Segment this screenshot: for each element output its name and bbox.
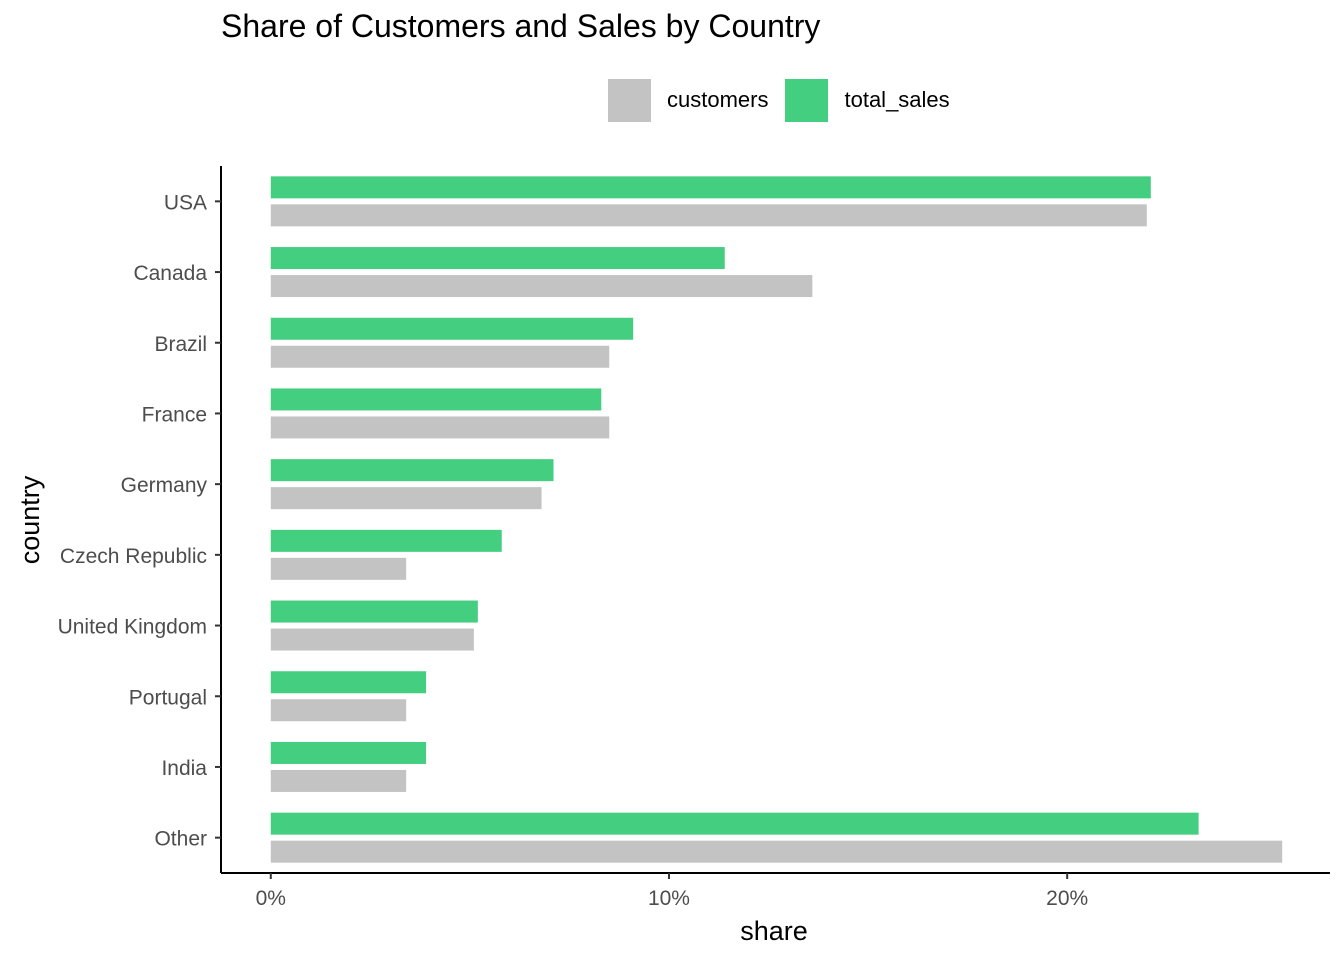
bar-total-sales	[270, 176, 1151, 199]
bar-total-sales	[270, 247, 725, 270]
legend-item-customers: customers	[608, 78, 769, 122]
bars	[270, 176, 1283, 863]
bar-customers	[270, 840, 1283, 863]
x-tick-label: 20%	[1046, 887, 1088, 910]
axes: 0% 10% 20% USA Canada Brazil France Germany Czec…	[58, 166, 1330, 910]
bar-total-sales	[270, 529, 502, 552]
y-tick-label: United Kingdom	[58, 616, 207, 639]
bar-customers	[270, 416, 610, 439]
y-tick-label: Portugal	[129, 686, 207, 709]
legend-swatch-total-sales	[785, 78, 829, 122]
x-axis-title: share	[740, 916, 808, 946]
chart-title: Share of Customers and Sales by Country	[221, 8, 821, 44]
bar-customers	[270, 345, 610, 368]
legend-label-total-sales: total_sales	[844, 87, 950, 112]
bar-customers	[270, 628, 474, 651]
x-tick-label: 0%	[256, 887, 286, 910]
bar-total-sales	[270, 812, 1199, 835]
bar-total-sales	[270, 741, 427, 764]
bar-customers	[270, 557, 407, 580]
y-tick-label: Czech Republic	[60, 545, 207, 568]
y-tick-label: Brazil	[154, 333, 207, 356]
legend-item-total-sales: total_sales	[785, 78, 950, 122]
bar-total-sales	[270, 388, 602, 411]
y-tick-label: France	[142, 403, 207, 426]
bar-customers	[270, 487, 542, 510]
legend: customers total_sales	[608, 78, 967, 122]
y-axis-title: country	[15, 475, 45, 564]
x-tick-label: 10%	[648, 887, 690, 910]
bar-total-sales	[270, 459, 554, 482]
bar-customers	[270, 699, 407, 722]
y-tick-label: Germany	[121, 474, 208, 497]
y-tick-label: India	[161, 757, 207, 780]
legend-swatch-customers	[608, 78, 651, 122]
bar-customers	[270, 275, 813, 298]
bar-total-sales	[270, 317, 634, 340]
y-tick-label: Canada	[133, 262, 207, 285]
bar-total-sales	[270, 671, 427, 694]
legend-label-customers: customers	[667, 87, 769, 112]
y-tick-label: USA	[164, 191, 207, 214]
bar-customers	[270, 204, 1147, 227]
y-tick-label: Other	[154, 828, 207, 851]
bar-customers	[270, 769, 407, 792]
bar-total-sales	[270, 600, 478, 623]
